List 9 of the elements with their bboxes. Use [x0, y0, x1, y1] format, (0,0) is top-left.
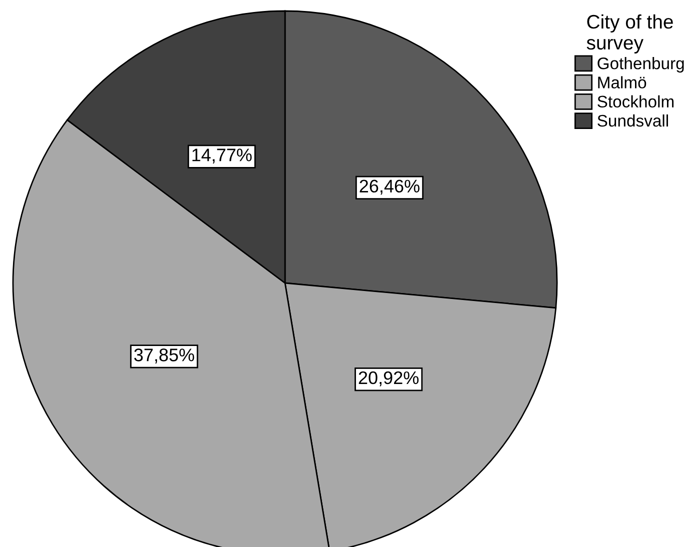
data-label: 26,46% — [360, 180, 420, 195]
data-label: 14,77% — [192, 148, 252, 164]
data-label: 20,92% — [358, 371, 419, 386]
legend-label: Malmö — [598, 76, 646, 88]
legend-label: Stockholm — [598, 95, 674, 108]
legend-label: Gothenburg — [598, 57, 684, 73]
legend-label: Sundsvall — [598, 114, 668, 127]
legend-title: City of the survey — [586, 14, 673, 54]
data-label: 37,85% — [134, 348, 194, 364]
